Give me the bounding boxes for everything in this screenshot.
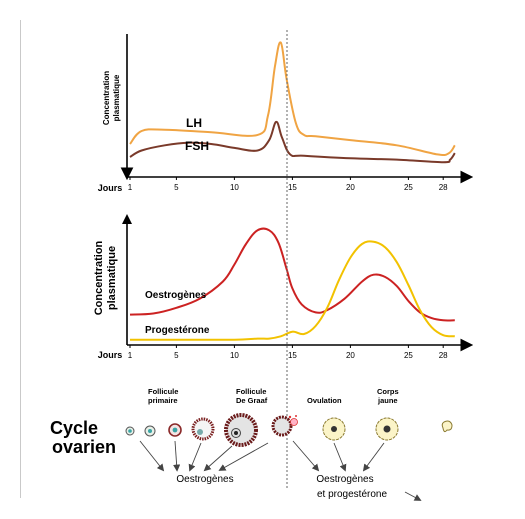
- series-line-fsh: [129, 120, 456, 164]
- series-line-lh: [129, 41, 456, 157]
- bottom-y-axis-arrow: [122, 214, 132, 224]
- corpus-albicans: [441, 420, 453, 433]
- hormone-oestrogenes-label: Oestrogènes: [176, 474, 233, 485]
- tick-label-10: 10: [230, 183, 239, 192]
- tick-label-10: 10: [230, 351, 239, 360]
- series-label-fsh: FSH: [185, 139, 209, 153]
- series-line-progesterone: [130, 240, 455, 341]
- top-tick-labels: 1 5 10 15 20 25 28: [128, 177, 448, 192]
- bottom-tick-labels: 1 5 10 15 20 25 28: [128, 345, 448, 360]
- label-corps-jaune-2: jaune: [377, 396, 398, 405]
- hormone-oestrogenes-progesterone-line2: et progestérone: [317, 489, 387, 500]
- follicle-primary-2: [144, 425, 156, 437]
- hormone-oestrogenes-progesterone-line1: Oestrogènes: [316, 474, 373, 485]
- top-chart: Concentration plasmatique Jours 1 5 10 15 20…: [98, 34, 474, 193]
- tick-label-25: 25: [404, 183, 413, 192]
- label-corps-jaune-1: Corps: [377, 387, 399, 396]
- follicle-growing-1: [168, 423, 182, 437]
- arrows-oestrogenes-progesterone: [292, 440, 385, 472]
- label-follicule-primaire-1: Follicule: [148, 387, 178, 396]
- tick-label-1: 1: [128, 183, 133, 192]
- label-ovulation: Ovulation: [307, 396, 342, 405]
- page-left-rule: [20, 20, 21, 498]
- tick-label-28: 28: [439, 351, 448, 360]
- series-line-oestrogenes: [129, 227, 455, 322]
- series-label-progesterone: Progestérone: [145, 325, 210, 336]
- arrows-oestrogenes: [139, 440, 269, 472]
- follicle-primary-1: [125, 426, 135, 436]
- label-follicule-graaf-1: Follicule: [236, 387, 266, 396]
- ovarian-title-line2: ovarien: [52, 437, 116, 457]
- tick-label-5: 5: [174, 183, 179, 192]
- top-ylabel-line1: Concentration: [102, 71, 111, 125]
- bottom-xaxis-title: Jours: [98, 350, 123, 360]
- bottom-ylabel-line2: plasmatique: [106, 246, 118, 310]
- tick-label-25: 25: [404, 351, 413, 360]
- corpus-luteum: [375, 417, 399, 441]
- series-label-oestrogenes: Oestrogènes: [145, 290, 207, 301]
- label-follicule-primaire-2: primaire: [148, 396, 178, 405]
- tick-label-28: 28: [439, 183, 448, 192]
- tick-label-20: 20: [346, 351, 355, 360]
- arrow-corpus-albicans: [404, 491, 422, 501]
- bottom-chart: Concentration plasmatique Jours 1 5 10 15 20…: [93, 214, 474, 360]
- tick-label-5: 5: [174, 351, 179, 360]
- bottom-ylabel-line1: Concentration: [93, 240, 105, 315]
- tick-label-15: 15: [288, 183, 297, 192]
- tick-label-1: 1: [128, 351, 133, 360]
- label-follicule-graaf-2: De Graaf: [236, 396, 268, 405]
- top-xaxis-title: Jours: [98, 183, 123, 193]
- top-ylabel-line2: plasmatique: [112, 74, 121, 121]
- follicle-de-graaf: [224, 413, 258, 447]
- tick-label-15: 15: [288, 351, 297, 360]
- follicle-growing-2: [191, 417, 215, 441]
- follicle-ovulating: [271, 415, 298, 437]
- tick-label-20: 20: [346, 183, 355, 192]
- series-label-lh: LH: [186, 116, 202, 130]
- corpus-ovulation: [322, 417, 346, 441]
- ovarian-title-line1: Cycle: [50, 418, 98, 438]
- ovarian-cycle-section: Cycle ovarien Follicule primaire Follicu…: [50, 387, 453, 501]
